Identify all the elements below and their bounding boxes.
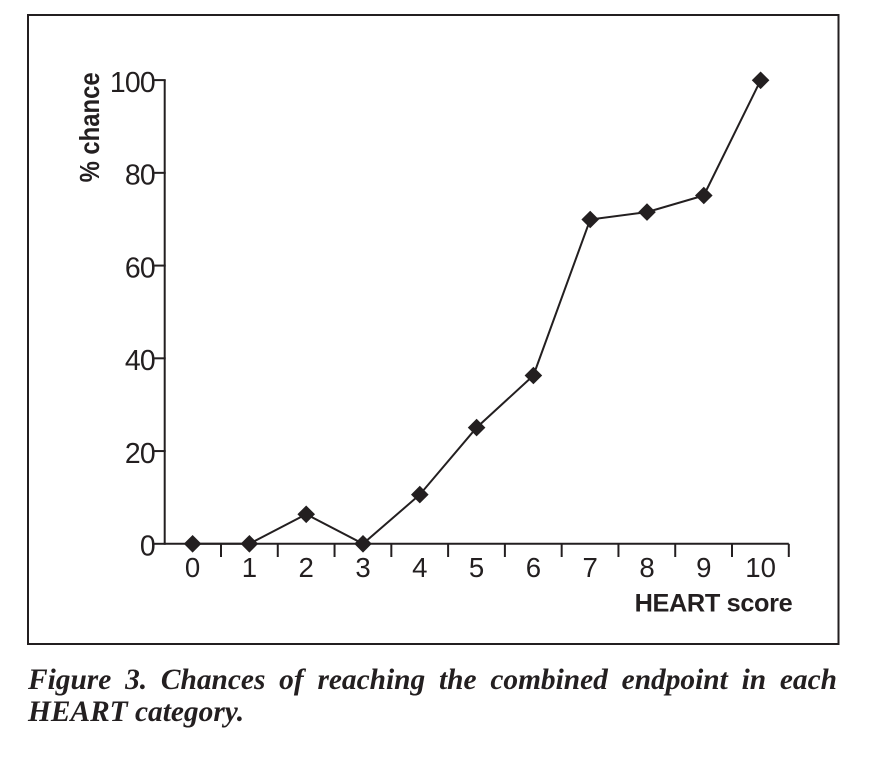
svg-text:40: 40 bbox=[125, 345, 155, 377]
svg-text:5: 5 bbox=[469, 552, 484, 583]
svg-text:7: 7 bbox=[583, 552, 598, 583]
svg-text:20: 20 bbox=[125, 438, 155, 470]
svg-text:1: 1 bbox=[242, 552, 257, 583]
svg-text:100: 100 bbox=[110, 67, 155, 99]
svg-text:HEART score: HEART score bbox=[635, 589, 793, 617]
svg-text:8: 8 bbox=[639, 552, 654, 583]
svg-text:3: 3 bbox=[355, 552, 370, 583]
svg-text:9: 9 bbox=[696, 552, 711, 583]
svg-text:60: 60 bbox=[125, 253, 155, 285]
svg-text:10: 10 bbox=[745, 552, 776, 583]
svg-text:0: 0 bbox=[185, 552, 200, 583]
svg-text:2: 2 bbox=[299, 552, 314, 583]
svg-text:4: 4 bbox=[412, 552, 427, 583]
svg-text:6: 6 bbox=[526, 552, 541, 583]
svg-text:0: 0 bbox=[140, 531, 155, 563]
svg-text:% chance: % chance bbox=[74, 72, 105, 182]
svg-text:80: 80 bbox=[125, 160, 155, 192]
